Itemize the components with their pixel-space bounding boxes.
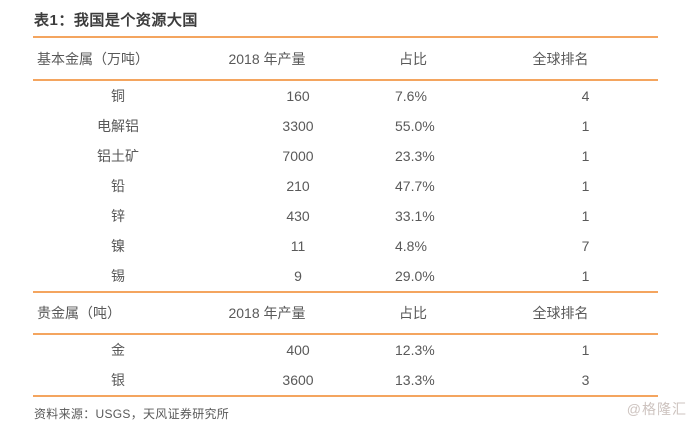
metal-name-cell: 锌 (111, 208, 125, 224)
share-cell: 7.6% (395, 88, 427, 104)
rank-cell: 7 (581, 238, 590, 254)
column-header-metal: 贵金属（吨） (37, 305, 121, 321)
table-row-electrolytic-aluminum: 电解铝 3300 55.0% 1 (33, 111, 658, 141)
column-header-share: 占比 (399, 305, 427, 321)
production-cell: 3600 (282, 372, 314, 388)
rank-cell: 1 (581, 118, 590, 134)
table-row-lead: 铅 210 47.7% 1 (33, 171, 658, 201)
rank-cell: 1 (581, 178, 590, 194)
production-cell: 11 (290, 238, 306, 254)
metal-name-cell: 铅 (111, 178, 125, 194)
table-row-tin: 锡 9 29.0% 1 (33, 261, 658, 291)
rank-cell: 1 (581, 208, 590, 224)
table-header-row-base-metals: 基本金属（万吨） 2018 年产量 占比 全球排名 (33, 38, 658, 79)
share-cell: 4.8% (395, 238, 427, 254)
divider-header-base (33, 79, 658, 81)
production-cell: 7000 (282, 148, 314, 164)
table-row-bauxite: 铝土矿 7000 23.3% 1 (33, 141, 658, 171)
table-row-copper: 铜 160 7.6% 4 (33, 81, 658, 111)
share-cell: 23.3% (395, 148, 435, 164)
divider-header-precious (33, 333, 658, 335)
metal-name-cell: 金 (111, 342, 125, 358)
divider-top (33, 36, 658, 38)
column-header-metal: 基本金属（万吨） (37, 50, 149, 67)
source-note: 资料来源：USGS，天风证券研究所 (34, 407, 230, 421)
table-row-nickel: 镍 11 4.8% 7 (33, 231, 658, 261)
column-header-share: 占比 (399, 50, 427, 67)
metal-name-cell: 银 (111, 372, 125, 388)
rank-cell: 1 (581, 268, 590, 284)
production-cell: 9 (294, 268, 302, 284)
metal-name-cell: 镍 (111, 238, 125, 254)
rank-cell: 3 (581, 372, 590, 388)
rank-cell: 1 (581, 148, 590, 164)
rank-cell: 4 (581, 88, 590, 104)
production-cell: 160 (286, 88, 310, 104)
metal-name-cell: 铜 (111, 88, 125, 104)
metal-name-cell: 电解铝 (97, 118, 139, 134)
share-cell: 29.0% (395, 268, 435, 284)
data-table: 表1：我国是个资源大国 基本金属（万吨） 2018 年产量 占比 全球排名 铜 … (33, 0, 658, 422)
production-cell: 430 (286, 208, 310, 224)
column-header-production: 2018 年产量 (228, 305, 306, 321)
share-cell: 13.3% (395, 372, 435, 388)
column-header-rank: 全球排名 (532, 305, 589, 321)
production-cell: 400 (286, 342, 310, 358)
table-title: 表1：我国是个资源大国 (34, 12, 198, 29)
table-row-gold: 金 400 12.3% 1 (33, 335, 658, 365)
column-header-production: 2018 年产量 (228, 50, 306, 67)
share-cell: 47.7% (395, 178, 435, 194)
watermark-gelonghui: @格隆汇 (626, 401, 687, 417)
share-cell: 12.3% (395, 342, 435, 358)
production-cell: 3300 (282, 118, 314, 134)
table-row-silver: 银 3600 13.3% 3 (33, 365, 658, 395)
column-header-rank: 全球排名 (532, 50, 589, 67)
production-cell: 210 (286, 178, 310, 194)
watermark-faint (620, 381, 632, 397)
metal-name-cell: 锡 (111, 268, 125, 284)
divider-section (33, 291, 658, 293)
table-header-row-precious-metals: 贵金属（吨） 2018 年产量 占比 全球排名 (33, 293, 658, 333)
share-cell: 33.1% (395, 208, 435, 224)
rank-cell: 1 (581, 342, 590, 358)
share-cell: 55.0% (395, 118, 435, 134)
table-row-zinc: 锌 430 33.1% 1 (33, 201, 658, 231)
divider-bottom (33, 395, 658, 397)
metal-name-cell: 铝土矿 (97, 148, 139, 164)
